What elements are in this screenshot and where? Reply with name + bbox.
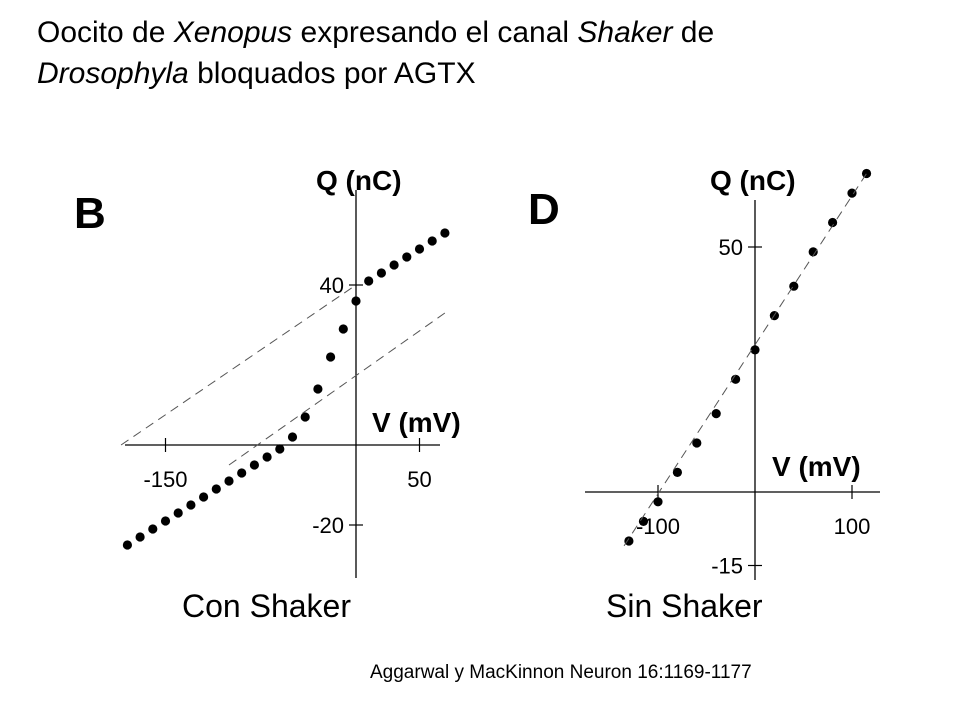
data-point-b xyxy=(262,452,272,462)
title-part-4: bloquados por AGTX xyxy=(188,57,476,90)
data-point-d xyxy=(808,247,818,257)
caption-con-shaker: Con Shaker xyxy=(182,588,351,624)
data-point-b xyxy=(186,500,196,510)
fit-line-d xyxy=(623,173,867,547)
data-point-b xyxy=(427,236,437,246)
data-point-b xyxy=(249,460,259,470)
data-point-d xyxy=(711,409,721,419)
data-point-d xyxy=(861,168,872,179)
data-point-b xyxy=(211,484,221,494)
data-point-d xyxy=(653,497,663,507)
data-point-b xyxy=(287,432,298,442)
x-tick-label: 50 xyxy=(407,467,431,492)
title-part-1: Oocito de xyxy=(37,16,174,49)
y-tick-label: 50 xyxy=(719,235,743,260)
x-axis-label-b: V (mV) xyxy=(372,407,461,438)
title-part-2: expresando el canal xyxy=(292,16,578,49)
y-tick-label: 40 xyxy=(320,273,344,298)
data-point-d xyxy=(828,217,838,228)
x-tick-label: -150 xyxy=(143,467,187,492)
y-tick-label: -15 xyxy=(711,554,743,579)
title-italic-drosophyla: Drosophyla xyxy=(37,57,189,90)
data-point-b xyxy=(389,260,399,270)
data-point-b xyxy=(148,524,158,534)
fit-line-b xyxy=(120,284,357,446)
panel-label-b: B xyxy=(74,189,106,238)
data-point-d xyxy=(731,374,741,384)
y-tick-label: -20 xyxy=(312,513,344,538)
y-axis-label-d: Q (nC) xyxy=(710,165,796,196)
data-point-d xyxy=(750,345,760,355)
data-point-b xyxy=(122,540,132,550)
data-point-b xyxy=(326,352,336,362)
data-point-d xyxy=(847,188,857,198)
data-point-d xyxy=(692,438,702,448)
y-axis-label-b: Q (nC) xyxy=(316,165,402,196)
x-tick-label: 100 xyxy=(834,514,871,539)
data-point-b xyxy=(173,508,183,518)
data-point-b xyxy=(351,296,361,306)
reference-citation: Aggarwal y MacKinnon Neuron 16:1169-1177 xyxy=(370,662,752,683)
data-point-b xyxy=(160,516,171,526)
data-point-b xyxy=(224,476,234,486)
data-point-b xyxy=(237,468,247,478)
data-point-d xyxy=(638,516,649,527)
data-point-b xyxy=(364,276,374,286)
data-point-b xyxy=(376,268,386,278)
data-point-b xyxy=(135,532,145,542)
caption-sin-shaker: Sin Shaker xyxy=(606,588,763,624)
slide-title: Oocito de Xenopus expresando el canal Sh… xyxy=(37,12,937,94)
data-point-b xyxy=(199,492,209,502)
data-point-b xyxy=(313,384,323,394)
data-point-b xyxy=(414,244,425,254)
panel-label-d: D xyxy=(528,185,560,234)
data-point-b xyxy=(402,252,412,262)
x-axis-label-d: V (mV) xyxy=(772,451,861,482)
data-point-b xyxy=(300,412,310,422)
data-point-b xyxy=(440,228,450,238)
data-point-b xyxy=(338,324,348,334)
title-italic-shaker: Shaker xyxy=(577,16,673,49)
title-italic-xenopus: Xenopus xyxy=(173,16,293,49)
data-point-b xyxy=(275,444,285,454)
data-point-d xyxy=(624,536,634,546)
data-point-d xyxy=(672,467,683,477)
title-part-3: de xyxy=(672,16,715,49)
